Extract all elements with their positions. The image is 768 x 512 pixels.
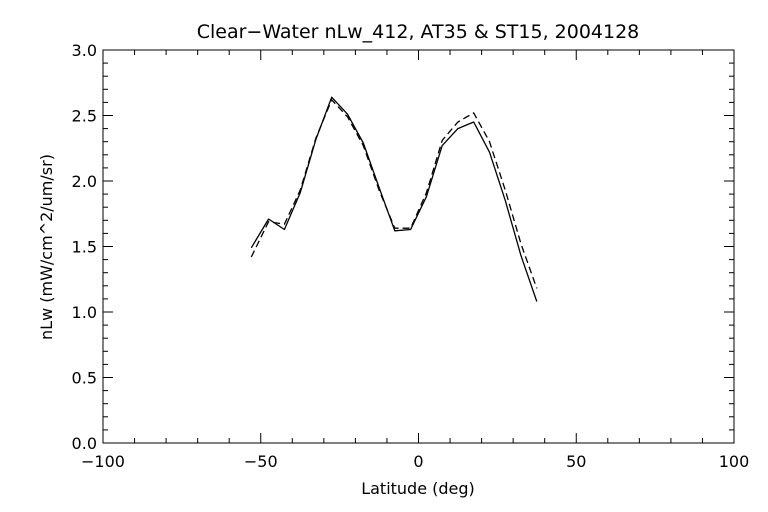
y-tick-label: 1.0	[72, 303, 97, 322]
chart-title: Clear−Water nLw_412, AT35 & ST15, 200412…	[197, 21, 640, 43]
y-tick-label: 0.0	[72, 434, 97, 453]
x-tick-label: −100	[81, 452, 125, 471]
y-axis-label: nLw (mW/cm^2/um/sr)	[37, 154, 56, 340]
x-tick-label: −50	[244, 452, 278, 471]
x-tick-label: 100	[719, 452, 750, 471]
y-tick-label: 0.5	[72, 369, 97, 388]
series-line-solid	[250, 96, 538, 302]
series-line-dashed	[250, 99, 538, 289]
plot-frame	[102, 49, 735, 444]
y-axis: 0.0 0.5 1.0 1.5 2.0 2.5 3.0	[72, 41, 734, 453]
x-tick-label: 0	[413, 452, 423, 471]
x-tick-label: 50	[566, 452, 586, 471]
series-layer	[250, 96, 538, 302]
y-tick-label: 2.5	[72, 107, 97, 126]
y-tick-label: 3.0	[72, 41, 97, 60]
x-axis-label: Latitude (deg)	[361, 479, 475, 498]
y-tick-label: 1.5	[72, 238, 97, 257]
y-tick-label: 2.0	[72, 172, 97, 191]
x-axis: −100 −50 0 50 100	[81, 50, 749, 471]
